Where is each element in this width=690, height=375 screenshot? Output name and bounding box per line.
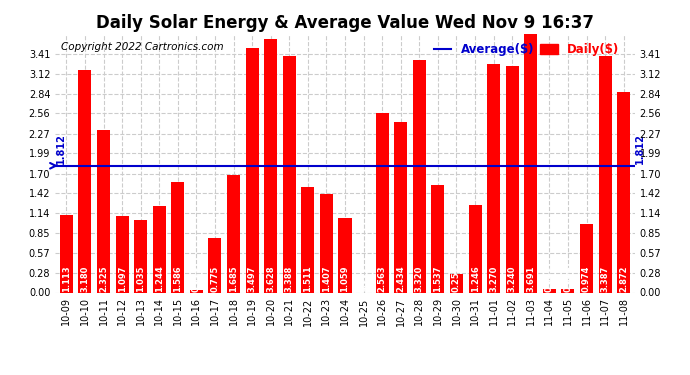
Text: 1.097: 1.097 — [117, 266, 126, 292]
Bar — [116, 216, 128, 292]
Text: 3.691: 3.691 — [526, 265, 535, 292]
Text: 1.059: 1.059 — [340, 265, 350, 292]
Bar — [375, 113, 388, 292]
Text: 2.563: 2.563 — [377, 265, 386, 292]
Text: 3.180: 3.180 — [81, 266, 90, 292]
Text: 3.387: 3.387 — [600, 266, 609, 292]
Bar — [152, 206, 166, 292]
Text: 0.049: 0.049 — [545, 266, 554, 292]
Bar — [543, 289, 556, 292]
Text: 2.872: 2.872 — [619, 265, 628, 292]
Bar — [134, 220, 147, 292]
Text: 2.325: 2.325 — [99, 265, 108, 292]
Legend: Average($), Daily($): Average($), Daily($) — [430, 40, 623, 60]
Text: 1.586: 1.586 — [173, 265, 182, 292]
Bar — [506, 66, 519, 292]
Text: 0.035: 0.035 — [192, 266, 201, 292]
Bar — [487, 64, 500, 292]
Text: 1.244: 1.244 — [155, 265, 164, 292]
Bar — [320, 194, 333, 292]
Bar — [580, 224, 593, 292]
Text: 0.044: 0.044 — [564, 265, 573, 292]
Bar — [450, 274, 463, 292]
Text: 3.628: 3.628 — [266, 265, 275, 292]
Bar — [431, 185, 444, 292]
Text: 1.407: 1.407 — [322, 265, 331, 292]
Text: 3.240: 3.240 — [508, 265, 517, 292]
Text: 3.497: 3.497 — [248, 266, 257, 292]
Text: 2.434: 2.434 — [396, 265, 405, 292]
Title: Daily Solar Energy & Average Value Wed Nov 9 16:37: Daily Solar Energy & Average Value Wed N… — [96, 14, 594, 32]
Bar — [79, 70, 91, 292]
Text: 0.974: 0.974 — [582, 266, 591, 292]
Bar — [97, 130, 110, 292]
Text: 1.685: 1.685 — [229, 265, 238, 292]
Text: 1.537: 1.537 — [433, 265, 442, 292]
Text: 1.035: 1.035 — [136, 265, 145, 292]
Text: 1.812: 1.812 — [635, 134, 645, 164]
Bar — [598, 56, 611, 292]
Text: 1.511: 1.511 — [304, 265, 313, 292]
Text: 1.812: 1.812 — [56, 134, 66, 164]
Bar — [264, 39, 277, 292]
Text: 1.246: 1.246 — [471, 265, 480, 292]
Bar — [283, 56, 296, 292]
Text: 3.320: 3.320 — [415, 266, 424, 292]
Text: 0.000: 0.000 — [359, 266, 368, 292]
Text: 1.113: 1.113 — [62, 265, 71, 292]
Bar — [60, 214, 73, 292]
Bar — [617, 92, 630, 292]
Bar — [246, 48, 259, 292]
Bar — [171, 182, 184, 292]
Bar — [339, 219, 351, 292]
Bar — [208, 238, 221, 292]
Text: 0.259: 0.259 — [452, 265, 461, 292]
Bar — [227, 175, 240, 292]
Bar — [469, 206, 482, 292]
Text: 3.388: 3.388 — [285, 266, 294, 292]
Text: Copyright 2022 Cartronics.com: Copyright 2022 Cartronics.com — [61, 42, 224, 51]
Bar — [413, 60, 426, 292]
Text: 0.775: 0.775 — [210, 266, 219, 292]
Bar — [562, 290, 574, 292]
Bar — [190, 290, 203, 292]
Text: 3.270: 3.270 — [489, 266, 498, 292]
Bar — [394, 122, 407, 292]
Bar — [524, 34, 538, 292]
Bar — [302, 187, 315, 292]
